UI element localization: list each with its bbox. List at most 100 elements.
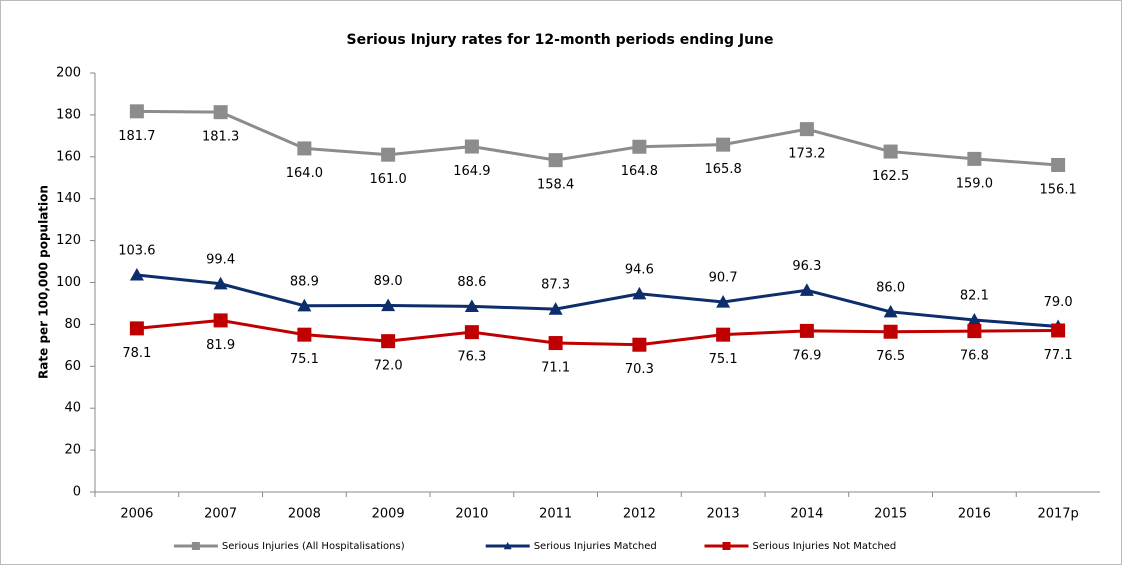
data-label: 88.6 bbox=[457, 275, 486, 290]
data-label: 89.0 bbox=[374, 274, 403, 289]
data-label: 181.3 bbox=[202, 130, 239, 145]
x-tick-label: 2006 bbox=[120, 507, 153, 522]
data-label: 96.3 bbox=[792, 259, 821, 274]
data-label: 173.2 bbox=[788, 147, 825, 162]
x-tick-label: 2011 bbox=[539, 507, 572, 522]
data-label: 164.8 bbox=[621, 164, 658, 179]
data-label: 75.1 bbox=[709, 352, 738, 367]
x-tick-label: 2017p bbox=[1037, 507, 1078, 522]
marker bbox=[716, 294, 731, 308]
data-label: 77.1 bbox=[1044, 348, 1073, 363]
data-label: 87.3 bbox=[541, 278, 570, 293]
marker bbox=[799, 323, 814, 338]
data-label: 94.6 bbox=[625, 262, 654, 277]
series-line bbox=[136, 318, 1059, 347]
y-tick-label: 0 bbox=[73, 485, 81, 500]
data-label: 78.1 bbox=[122, 346, 151, 361]
y-tick-label: 80 bbox=[64, 317, 81, 332]
marker bbox=[716, 327, 731, 342]
data-label: 88.9 bbox=[290, 274, 319, 289]
x-tick-label: 2014 bbox=[790, 507, 823, 522]
y-tick-label: 140 bbox=[56, 191, 81, 206]
marker bbox=[632, 139, 647, 154]
series-line bbox=[136, 273, 1059, 328]
marker bbox=[722, 542, 731, 550]
x-tick-label: 2015 bbox=[874, 507, 907, 522]
legend-label: Serious Injuries (All Hospitalisations) bbox=[222, 541, 405, 552]
marker bbox=[799, 122, 814, 137]
x-tick-label: 2009 bbox=[372, 507, 405, 522]
y-tick-label: 40 bbox=[64, 401, 81, 416]
x-tick-label: 2012 bbox=[623, 507, 656, 522]
marker bbox=[883, 304, 898, 318]
marker bbox=[464, 325, 479, 340]
y-axis-label: Rate per 100,000 population bbox=[37, 185, 51, 379]
marker bbox=[548, 302, 563, 315]
data-label: 81.9 bbox=[206, 338, 235, 353]
marker bbox=[1051, 157, 1066, 172]
legend-label: Serious Injuries Matched bbox=[534, 541, 657, 552]
data-label: 82.1 bbox=[960, 289, 989, 304]
marker bbox=[297, 298, 312, 312]
y-tick-label: 20 bbox=[64, 443, 81, 458]
y-tick-label: 120 bbox=[56, 233, 81, 248]
data-label: 71.1 bbox=[541, 361, 570, 376]
data-label: 72.0 bbox=[374, 359, 403, 374]
marker bbox=[129, 104, 144, 119]
marker bbox=[632, 337, 647, 352]
marker bbox=[632, 286, 647, 300]
y-tick-label: 180 bbox=[56, 107, 81, 122]
marker bbox=[967, 151, 982, 166]
marker bbox=[503, 542, 512, 550]
data-label: 162.5 bbox=[872, 169, 909, 184]
x-tick-label: 2008 bbox=[288, 507, 321, 522]
data-label: 70.3 bbox=[625, 362, 654, 377]
y-tick-label: 160 bbox=[56, 149, 81, 164]
marker bbox=[883, 144, 898, 159]
x-tick-label: 2007 bbox=[204, 507, 237, 522]
marker bbox=[1051, 323, 1066, 338]
marker bbox=[381, 298, 396, 312]
marker bbox=[191, 542, 200, 550]
marker bbox=[548, 153, 563, 168]
data-label: 75.1 bbox=[290, 352, 319, 367]
data-label: 164.9 bbox=[453, 164, 490, 179]
marker bbox=[716, 137, 731, 152]
marker bbox=[967, 313, 982, 326]
data-label: 181.7 bbox=[118, 129, 155, 144]
y-tick-label: 60 bbox=[64, 359, 81, 374]
data-label: 76.9 bbox=[792, 348, 821, 363]
x-tick-label: 2013 bbox=[707, 507, 740, 522]
data-label: 76.5 bbox=[876, 349, 905, 364]
data-label: 165.8 bbox=[705, 162, 742, 177]
data-label: 76.3 bbox=[457, 350, 486, 365]
marker bbox=[213, 105, 228, 120]
data-label: 76.8 bbox=[960, 349, 989, 364]
marker bbox=[464, 299, 479, 312]
marker bbox=[967, 324, 982, 339]
marker bbox=[381, 147, 396, 162]
data-label: 161.0 bbox=[370, 172, 407, 187]
data-label: 164.0 bbox=[286, 166, 323, 181]
data-label: 99.4 bbox=[206, 252, 235, 267]
data-label: 156.1 bbox=[1040, 182, 1077, 197]
marker bbox=[297, 141, 312, 156]
marker bbox=[129, 321, 144, 336]
chart-title: Serious Injury rates for 12-month period… bbox=[347, 32, 774, 48]
marker bbox=[213, 276, 228, 290]
marker bbox=[464, 139, 479, 154]
x-tick-label: 2010 bbox=[455, 507, 488, 522]
legend-label: Serious Injuries Not Matched bbox=[753, 541, 897, 552]
marker bbox=[381, 334, 396, 349]
marker bbox=[883, 324, 898, 339]
marker bbox=[129, 267, 144, 281]
marker bbox=[799, 283, 814, 296]
data-label: 103.6 bbox=[118, 243, 155, 258]
series-line bbox=[136, 109, 1059, 167]
data-label: 90.7 bbox=[709, 270, 738, 285]
marker bbox=[297, 327, 312, 342]
x-tick-label: 2016 bbox=[958, 507, 991, 522]
marker bbox=[548, 336, 563, 351]
